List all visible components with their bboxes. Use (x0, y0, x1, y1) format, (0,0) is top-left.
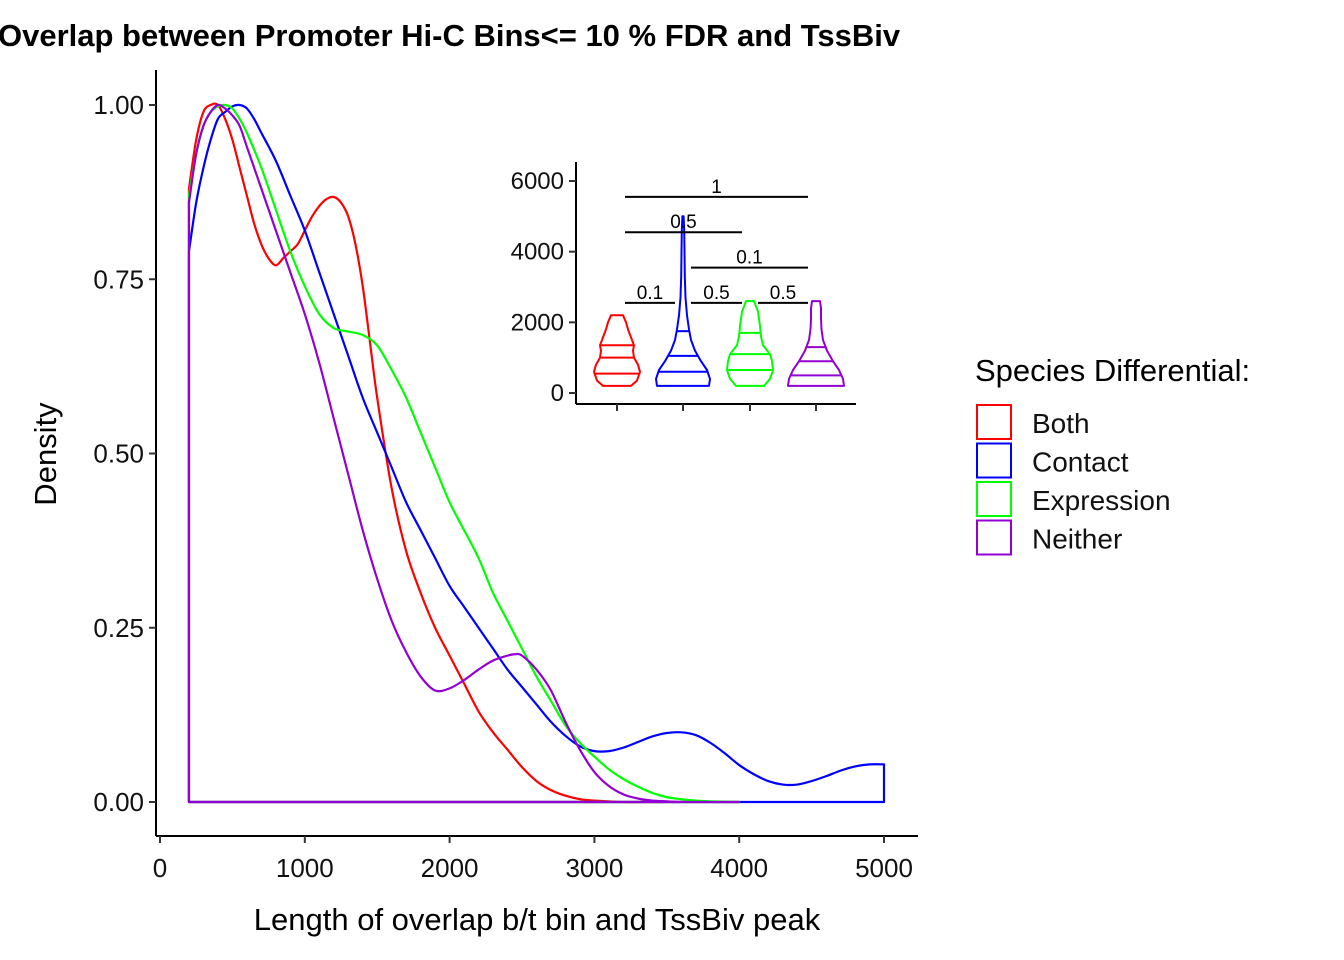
significance-label: 0.5 (703, 283, 729, 304)
x-tick-label: 3000 (565, 853, 623, 883)
x-tick-label: 1000 (276, 853, 334, 883)
x-tick-label: 2000 (421, 853, 479, 883)
x-axis-title: Length of overlap b/t bin and TssBiv pea… (254, 902, 821, 937)
y-axis-title: Density (28, 402, 63, 506)
y-tick-label: 0.00 (93, 787, 144, 817)
significance-label: 1 (711, 177, 722, 198)
inset-y-tick-label: 0 (551, 380, 564, 407)
significance-label: 0.5 (770, 283, 796, 304)
legend-title: Species Differential: (975, 353, 1250, 388)
density-curve-contact (187, 103, 886, 804)
x-tick-label: 5000 (855, 853, 913, 883)
significance-label: 0.1 (736, 248, 762, 269)
y-tick-label: 0.25 (93, 613, 144, 643)
significance-label: 0.5 (670, 212, 696, 233)
violin-contact (655, 215, 711, 387)
y-tick-label: 1.00 (93, 90, 144, 120)
legend-key-expression (976, 481, 1012, 517)
inset-y-tick-label: 2000 (511, 309, 564, 336)
inset-y-tick-label: 4000 (511, 239, 564, 266)
density-curve-both (187, 102, 741, 804)
legend-label-both: Both (1032, 408, 1090, 439)
legend-label-contact: Contact (1032, 447, 1129, 478)
legend-label-neither: Neither (1032, 524, 1122, 555)
legend-key-contact (976, 442, 1012, 479)
chart-title: Overlap between Promoter Hi-C Bins<= 10 … (0, 18, 901, 53)
density-curve-expression (187, 103, 741, 804)
significance-label: 0.1 (637, 283, 663, 304)
violin-both (593, 314, 641, 387)
density-series-group (187, 102, 886, 804)
legend-key-both (976, 404, 1012, 440)
y-tick-label: 0.75 (93, 264, 144, 294)
x-tick-label: 0 (153, 853, 167, 883)
inset-y-tick-label: 6000 (511, 168, 564, 195)
violin-neither (787, 300, 845, 387)
inset-violin-plot: 0 2000 4000 6000 1 0.5 0.1 0.1 0.5 0.5 (511, 162, 856, 411)
y-tick-label: 0.50 (93, 439, 144, 469)
legend-key-neither (976, 519, 1012, 556)
violin-expression (726, 300, 774, 387)
legend: Species Differential: Both Contact Express… (975, 353, 1250, 556)
main-axes: 0.000.250.500.751.000 1000 2000 3000 4000 500… (93, 70, 918, 883)
density-curve-neither (187, 103, 741, 804)
legend-label-expression: Expression (1032, 485, 1171, 516)
x-tick-label: 4000 (710, 853, 768, 883)
